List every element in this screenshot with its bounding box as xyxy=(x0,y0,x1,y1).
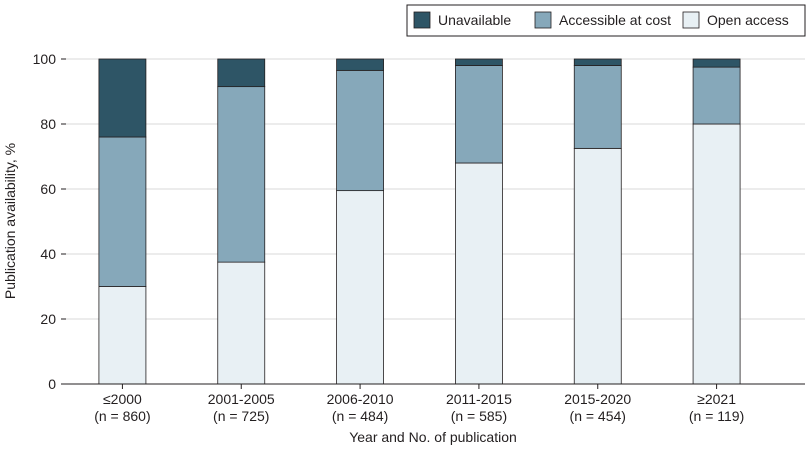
legend-swatch xyxy=(534,11,552,29)
y-tick-label: 0 xyxy=(48,376,56,392)
bar-segment-open-access xyxy=(692,123,741,385)
bar-segment-accessible-at-cost xyxy=(217,86,266,263)
legend-label: Accessible at cost xyxy=(559,12,671,28)
bar-segment-accessible-at-cost xyxy=(455,65,503,164)
y-tick-label: 20 xyxy=(40,311,56,327)
legend-label: Open access xyxy=(707,12,789,28)
y-tick-label: 100 xyxy=(33,51,57,67)
x-tick-count-label: (n = 860) xyxy=(94,408,150,424)
bar-segment-open-access xyxy=(217,261,266,385)
gridlines xyxy=(66,58,805,320)
bar-segment-accessible-at-cost xyxy=(692,66,741,125)
bar-segment-unavailable xyxy=(336,58,384,71)
bar-segment-open-access xyxy=(98,286,147,385)
x-tick-count-label: (n = 484) xyxy=(332,408,388,424)
bar-segment-open-access xyxy=(455,162,503,385)
bar-segment-unavailable xyxy=(573,58,622,66)
x-tick-count-label: (n = 585) xyxy=(451,408,507,424)
legend-label: Unavailable xyxy=(438,12,511,28)
bar-segment-unavailable xyxy=(98,58,147,138)
bar-segment-accessible-at-cost xyxy=(98,136,147,287)
x-tick-count-label: (n = 454) xyxy=(570,408,626,424)
x-tick-count-label: (n = 725) xyxy=(213,408,269,424)
x-tick-label: ≥2021 xyxy=(697,391,736,407)
bar-segment-accessible-at-cost xyxy=(573,65,622,149)
x-tick-label: 2015-2020 xyxy=(564,391,631,407)
y-tick-label: 60 xyxy=(40,181,56,197)
bar-segment-accessible-at-cost xyxy=(336,69,384,192)
bar-segment-open-access xyxy=(336,190,384,385)
bars xyxy=(98,58,741,385)
x-tick-count-label: (n = 119) xyxy=(689,408,744,424)
y-tick-label: 80 xyxy=(40,116,56,132)
bar-segment-unavailable xyxy=(217,58,266,88)
y-tick-label: 40 xyxy=(40,246,56,262)
x-tick-label: 2001-2005 xyxy=(208,391,275,407)
y-axis-title: Publication availability, % xyxy=(2,143,18,299)
legend-box xyxy=(406,4,806,37)
x-tick-label: 2011-2015 xyxy=(446,391,512,407)
x-tick-label: ≤2000 xyxy=(103,391,142,407)
legend-swatch xyxy=(413,11,431,29)
legend: Unavailable Accessible at cost Open access xyxy=(406,4,806,37)
x-axis-title: Year and No. of publication xyxy=(349,429,517,445)
bar-segment-unavailable xyxy=(692,58,741,68)
legend-swatch xyxy=(682,11,700,29)
x-tick-label: 2006-2010 xyxy=(327,391,394,407)
bar-segment-open-access xyxy=(573,147,622,385)
bar-segment-unavailable xyxy=(455,58,503,66)
